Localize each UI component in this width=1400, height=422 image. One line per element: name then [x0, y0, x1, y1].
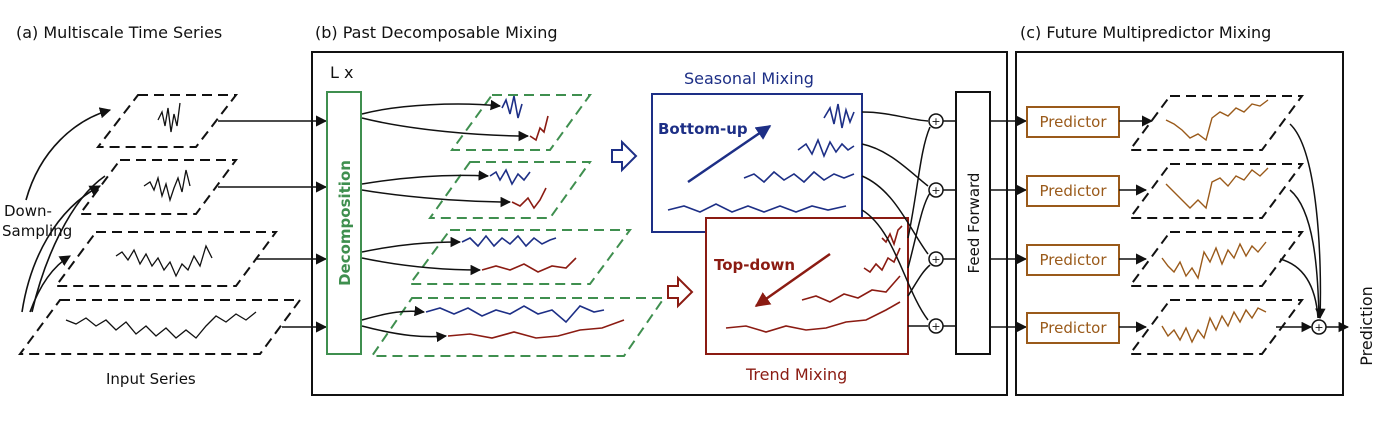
predictor-block-4 [1026, 312, 1120, 344]
input-connectors [218, 115, 328, 333]
final-adder-plus: + [1314, 321, 1323, 334]
predictor-label-3: Predictor [1039, 251, 1107, 269]
predictor-to-output-lines [1119, 115, 1154, 333]
decomposition-arrows [361, 99, 530, 343]
section-b-title: (b) Past Decomposable Mixing [315, 23, 558, 42]
feed-forward-block [955, 91, 991, 355]
predictor-blocks [1026, 106, 1120, 344]
bottom-up-label: Bottom-up [658, 120, 748, 138]
predictor-label-4: Predictor [1039, 319, 1107, 337]
predictor-label-1: Predictor [1039, 113, 1107, 131]
adder-4-plus: + [931, 320, 940, 333]
adder-to-ff-lines [943, 120, 956, 327]
to-trend-arrow [667, 275, 694, 309]
sampling-label: Sampling [2, 222, 72, 240]
prediction-label: Prediction [1357, 286, 1376, 365]
decomposition-block [326, 91, 362, 355]
predictor-block-1 [1026, 106, 1120, 138]
fmm-block [1015, 51, 1344, 396]
trend-mixing-label: Trend Mixing [745, 365, 847, 384]
feed-forward-label: Feed Forward [965, 173, 983, 274]
top-down-label: Top-down [714, 256, 795, 274]
downsampling-arrows [21, 107, 112, 313]
seasonal-mixing-label: Seasonal Mixing [684, 69, 814, 88]
seasonal-mixing-block [651, 93, 863, 233]
adder-nodes [928, 113, 944, 334]
predictor-label-2: Predictor [1039, 182, 1107, 200]
predictor-block-2 [1026, 175, 1120, 207]
section-c-title: (c) Future Multipredictor Mixing [1020, 23, 1271, 42]
pdm-block [311, 51, 1008, 396]
aggregation-arrows [1276, 123, 1326, 333]
adder-3-plus: + [931, 253, 940, 266]
prediction-panels [1128, 95, 1304, 355]
adder-2-plus: + [931, 184, 940, 197]
mixing-to-adder-lines [861, 111, 931, 327]
decomposed-panels [370, 94, 666, 357]
to-seasonal-arrow [611, 139, 638, 173]
predictor-block-3 [1026, 244, 1120, 276]
decomposition-label: Decomposition [336, 160, 354, 286]
trend-mixing-block [705, 217, 909, 355]
multiscale-input-panels [18, 94, 302, 355]
adder-1-plus: + [931, 115, 940, 128]
section-a-title: (a) Multiscale Time Series [16, 23, 222, 42]
lx-label: L x [330, 63, 353, 82]
ff-to-predictor-lines [990, 115, 1028, 333]
down-label: Down- [4, 202, 52, 220]
input-series-label: Input Series [106, 370, 196, 388]
